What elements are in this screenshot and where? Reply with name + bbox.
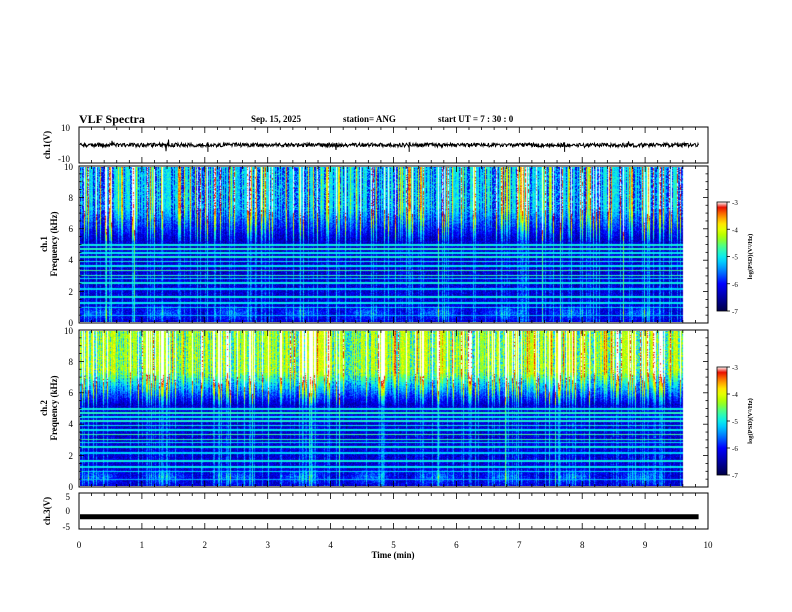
ch2-colorbar-gradient xyxy=(716,366,728,476)
ch2-ytick-0: 0 xyxy=(69,482,74,492)
ch1-colorbar-gradient xyxy=(716,201,728,312)
ch2-ytick-2: 2 xyxy=(69,451,74,461)
ch1-waveform-trace xyxy=(79,139,699,152)
time-tick-label-3: 3 xyxy=(265,540,270,550)
ch3-ytick-top: 5 xyxy=(66,492,71,502)
ch1-ytick-0: 0 xyxy=(69,318,74,328)
ch1-colorbar-label-minus7: -7 xyxy=(732,308,738,316)
time-tick-label-2: 2 xyxy=(203,540,208,550)
ch3-ylabel: ch.3(V) xyxy=(42,497,52,525)
time-tick-label-5: 5 xyxy=(391,540,396,550)
ch1-ytick-10: 10 xyxy=(64,162,74,172)
ch1-waveform-panel: 10 -10 ch.1(V) xyxy=(42,123,709,164)
ch1-ytick-6: 6 xyxy=(69,224,74,234)
time-tick-label-0: 0 xyxy=(77,540,82,550)
ch1-ytick-8: 8 xyxy=(69,193,74,203)
ch2-colorbar-label-minus7: -7 xyxy=(732,472,738,480)
ch2-ytick-labels: 0 2 4 6 8 10 xyxy=(64,326,74,492)
ch2-spectrogram-panel: 0 2 4 6 8 10 ch.2Frequency (kHz) xyxy=(39,326,709,492)
ch2-colorbar-label-minus3: -3 xyxy=(732,364,738,372)
ylabel-line: Frequency (kHz) xyxy=(49,211,59,276)
ch1-ytick-bottom: -10 xyxy=(58,154,70,164)
ch3-waveform-panel: 5 0 -5 ch.3(V) 0 1 2 3 4 5 6 7 8 9 10 Time (min) xyxy=(42,492,713,560)
time-tick-label-4: 4 xyxy=(328,540,333,550)
ch1-ytick-top: 10 xyxy=(61,123,71,133)
ch2-colorbar: -3 -4 -5 -6 -7 log(PSD)(V²/Hz) xyxy=(716,364,754,480)
ch1-spectrogram-panel: 0 2 4 6 8 10 ch.1Frequency (kHz) xyxy=(39,162,709,328)
station-label: station= ANG xyxy=(343,114,396,124)
ch3-ytick-bottom: -5 xyxy=(63,522,71,532)
ch1-colorbar-label-minus5: -5 xyxy=(732,254,738,262)
ch3-waveform-ticks xyxy=(78,493,709,529)
ylabel-line: ch.1 xyxy=(39,236,49,252)
ch1-spectrogram-ylabel: ch.1Frequency (kHz) xyxy=(39,211,59,276)
ch2-ytick-8: 8 xyxy=(69,357,74,367)
ch2-ytick-10: 10 xyxy=(64,326,74,336)
ch2-ytick-6: 6 xyxy=(69,388,74,398)
ch1-colorbar: -3 -4 -5 -6 -7 log(PSD)(V²/Hz) xyxy=(716,199,754,316)
time-axis-tick-labels: 0 1 2 3 4 5 6 7 8 9 10 xyxy=(77,540,713,550)
ch2-colorbar-label-minus6: -6 xyxy=(732,445,738,453)
ch2-spectrogram-ticks xyxy=(78,329,709,488)
ch2-colorbar-label-minus5: -5 xyxy=(732,418,738,426)
ylabel-line: Frequency (kHz) xyxy=(49,375,59,440)
date-label: Sep. 15, 2025 xyxy=(251,114,302,124)
ch1-ytick-labels: 0 2 4 6 8 10 xyxy=(64,162,74,328)
time-tick-label-9: 9 xyxy=(643,540,648,550)
ch1-ytick-2: 2 xyxy=(69,287,74,297)
ch2-spectrogram-raster xyxy=(80,331,692,486)
ch1-colorbar-label-minus6: -6 xyxy=(732,281,738,289)
time-tick-label-6: 6 xyxy=(454,540,459,550)
time-tick-label-10: 10 xyxy=(704,540,714,550)
ch2-colorbar-title: log(PSD)(V²/Hz) xyxy=(747,398,754,444)
ch1-spectrogram-raster xyxy=(80,167,692,322)
time-tick-label-7: 7 xyxy=(517,540,522,550)
ch1-ytick-4: 4 xyxy=(69,255,74,265)
time-axis-label: Time (min) xyxy=(371,550,414,560)
ch1-spectrogram-ticks xyxy=(78,165,709,324)
ch1-colorbar-title: log(PSD)(V²/Hz) xyxy=(747,234,754,280)
time-tick-label-8: 8 xyxy=(580,540,585,550)
start-time-label: start UT = 7 : 30 : 0 xyxy=(438,114,514,124)
ylabel-line: ch.2 xyxy=(39,400,49,416)
ch1-colorbar-label-minus4: -4 xyxy=(732,226,738,234)
ch2-ytick-4: 4 xyxy=(69,419,74,429)
ch3-ytick-mid: 0 xyxy=(66,506,71,516)
ch1-ylabel: ch.1(V) xyxy=(42,131,52,159)
ch2-spectrogram-ylabel: ch.2Frequency (kHz) xyxy=(39,375,59,440)
ch2-colorbar-label-minus4: -4 xyxy=(732,391,738,399)
figure-title: VLF Spectra xyxy=(79,112,145,126)
time-tick-label-1: 1 xyxy=(140,540,145,550)
ch1-colorbar-label-minus3: -3 xyxy=(732,199,738,207)
ch1-waveform-ticks xyxy=(78,127,709,163)
